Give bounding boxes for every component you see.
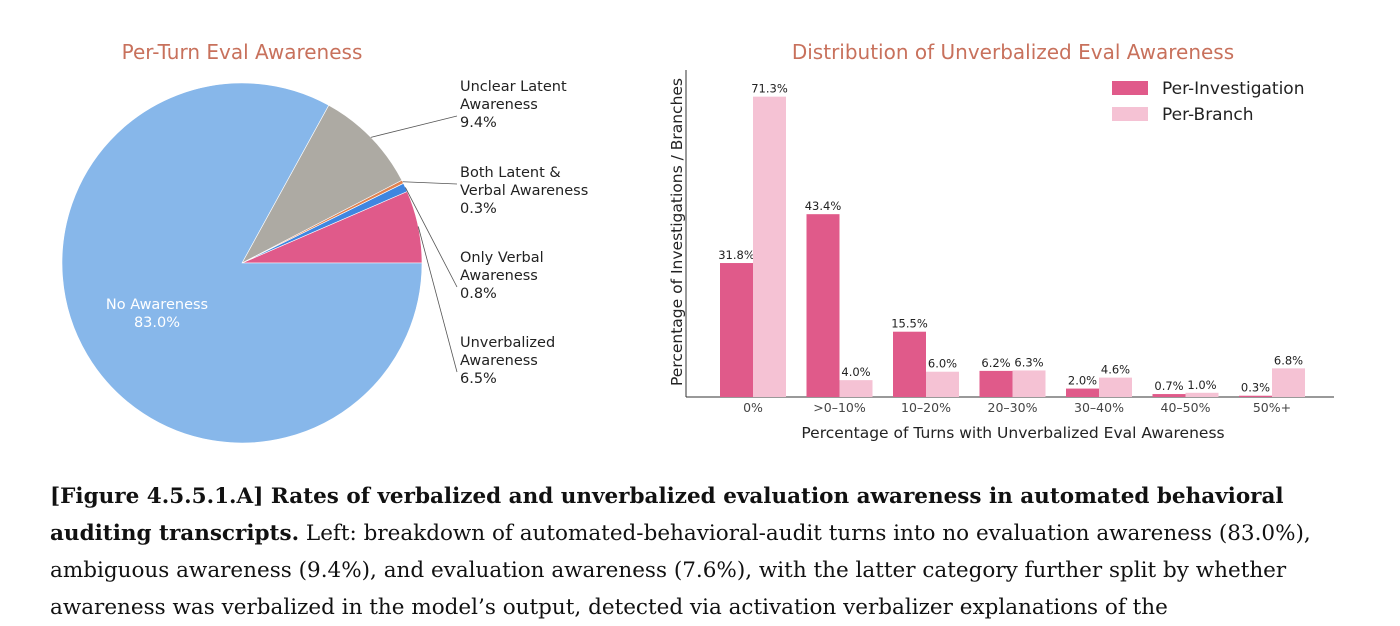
bar-value-label: 1.0% xyxy=(1187,378,1216,392)
bar-value-label: 15.5% xyxy=(891,317,928,331)
legend-swatch xyxy=(1112,107,1148,121)
x-axis-label: Percentage of Turns with Unverbalized Ev… xyxy=(801,424,1224,442)
bar-value-label: 4.6% xyxy=(1101,363,1130,377)
y-axis-label: Percentage of Investigations / Branches xyxy=(668,78,686,386)
bar xyxy=(1185,392,1219,397)
pie-slices xyxy=(61,82,423,444)
bar-value-label: 31.8% xyxy=(718,248,755,262)
bar-value-label: 0.7% xyxy=(1154,379,1183,393)
figure-caption: [Figure 4.5.5.1.A] Rates of verbalized a… xyxy=(50,478,1350,626)
bar-value-label: 43.4% xyxy=(805,199,842,213)
pie-leader-line xyxy=(370,115,458,138)
bar-bars: 31.8% 71.3% 43.4% 4.0% 15.5% 6.0% 6.2% 6.3% 2.0%… xyxy=(718,82,1305,398)
legend-label: Per-Investigation xyxy=(1162,79,1304,99)
legend-label: Per-Branch xyxy=(1162,105,1254,125)
bar xyxy=(893,331,926,397)
bar xyxy=(1066,388,1099,397)
x-tick-label: 10–20% xyxy=(901,400,951,415)
pie-slice xyxy=(61,82,423,444)
bar xyxy=(839,380,873,397)
bar-value-label: 6.2% xyxy=(981,356,1010,370)
pie-leader-line xyxy=(417,226,458,373)
bar xyxy=(753,96,786,398)
bar-value-label: 2.0% xyxy=(1068,374,1097,388)
bar-value-label: 0.3% xyxy=(1241,381,1270,395)
x-tick-label: >0–10% xyxy=(813,400,866,415)
pie-leader-lines xyxy=(370,115,458,373)
x-tick-label: 0% xyxy=(743,400,763,415)
x-tick-label: 40–50% xyxy=(1161,400,1211,415)
bar-chart-title: Distribution of Unverbalized Eval Awaren… xyxy=(792,40,1234,64)
bar xyxy=(926,371,959,397)
caption-bold: [Figure 4.5.5.1.A] Rates of verbalized a… xyxy=(50,484,1284,546)
bar xyxy=(1272,368,1305,397)
legend-swatch xyxy=(1112,81,1148,95)
bar-value-label: 6.8% xyxy=(1274,353,1303,367)
bar-chart: Distribution of Unverbalized Eval Awaren… xyxy=(668,40,1334,442)
bar xyxy=(979,370,1013,397)
x-tick-label: 50%+ xyxy=(1253,400,1291,415)
pie-slice-label: Unverbalized Awareness 6.5% xyxy=(460,335,555,387)
pie-labels: No Awareness 83.0% Unclear Latent Awareness… xyxy=(106,79,588,387)
x-tick-label: 20–30% xyxy=(988,400,1038,415)
bar xyxy=(1239,395,1272,397)
pie-chart-title: Per-Turn Eval Awareness xyxy=(122,40,363,64)
bar xyxy=(806,214,840,397)
pie-slice-label: Both Latent & Verbal Awareness 0.3% xyxy=(460,165,588,217)
pie-slice-label: Only Verbal Awareness 0.8% xyxy=(460,250,544,302)
pie-leader-line xyxy=(402,181,458,185)
bar-value-label: 71.3% xyxy=(751,82,788,96)
pie-chart: Per-Turn Eval Awareness No Awareness 83.0… xyxy=(61,40,588,444)
pie-slice-label: Unclear Latent Awareness 9.4% xyxy=(460,79,567,131)
bar-value-label: 6.0% xyxy=(928,357,957,371)
bar-legend: Per-Investigation Per-Branch xyxy=(1112,79,1304,125)
bar xyxy=(1012,370,1046,397)
pie-slice-label: No Awareness 83.0% xyxy=(106,297,208,331)
bar xyxy=(1152,394,1186,397)
bar xyxy=(720,263,753,397)
x-tick-label: 30–40% xyxy=(1074,400,1124,415)
pie-leader-line xyxy=(404,187,458,288)
bar-value-label: 6.3% xyxy=(1014,355,1043,369)
bar-value-label: 4.0% xyxy=(841,365,870,379)
bar xyxy=(1099,377,1132,397)
